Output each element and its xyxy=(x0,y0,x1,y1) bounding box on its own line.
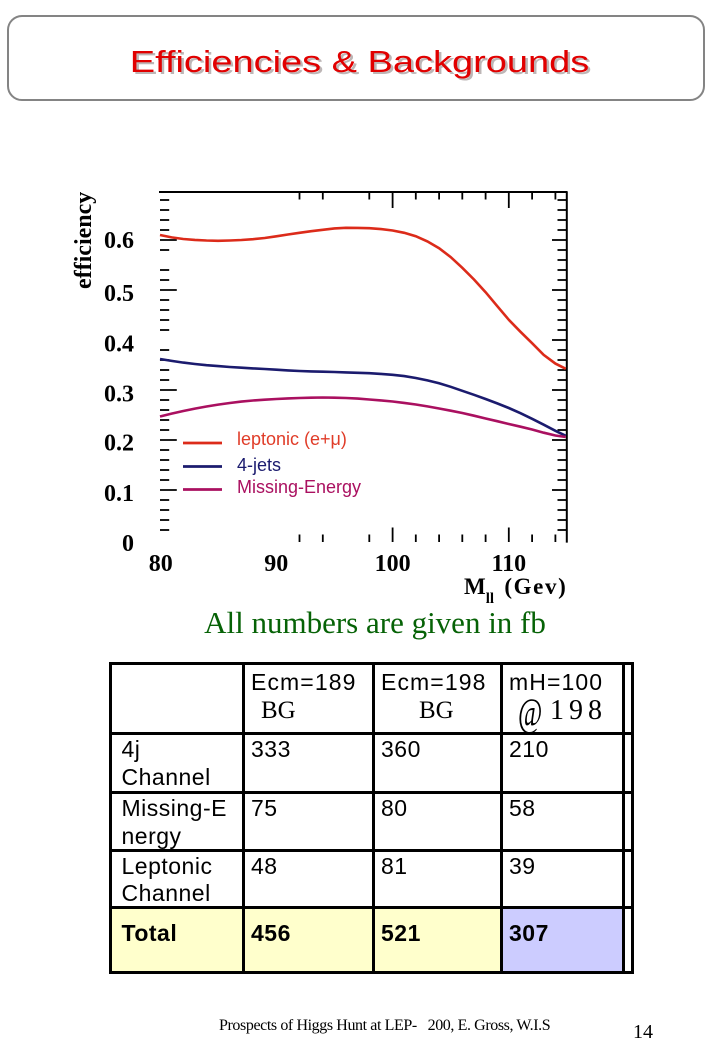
svg-text:0.5: 0.5 xyxy=(104,281,134,307)
svg-text:efficiency: efficiency xyxy=(71,192,97,289)
svg-text:100: 100 xyxy=(375,551,411,577)
svg-text:0.4: 0.4 xyxy=(104,332,134,358)
svg-text:0.3: 0.3 xyxy=(104,382,134,408)
svg-text:4-jets: 4-jets xyxy=(237,455,281,475)
svg-text:0: 0 xyxy=(122,531,134,557)
svg-text:leptonic (e+μ): leptonic (e+μ) xyxy=(237,429,347,449)
svg-text:Mll (Gev): Mll (Gev) xyxy=(464,574,567,607)
svg-text:90: 90 xyxy=(264,551,288,577)
svg-text:0.2: 0.2 xyxy=(104,431,134,457)
svg-text:0.6: 0.6 xyxy=(104,228,134,254)
svg-text:80: 80 xyxy=(149,551,173,577)
svg-text:0.1: 0.1 xyxy=(104,481,134,507)
svg-text:110: 110 xyxy=(491,551,526,577)
svg-text:Missing-Energy: Missing-Energy xyxy=(237,477,361,497)
